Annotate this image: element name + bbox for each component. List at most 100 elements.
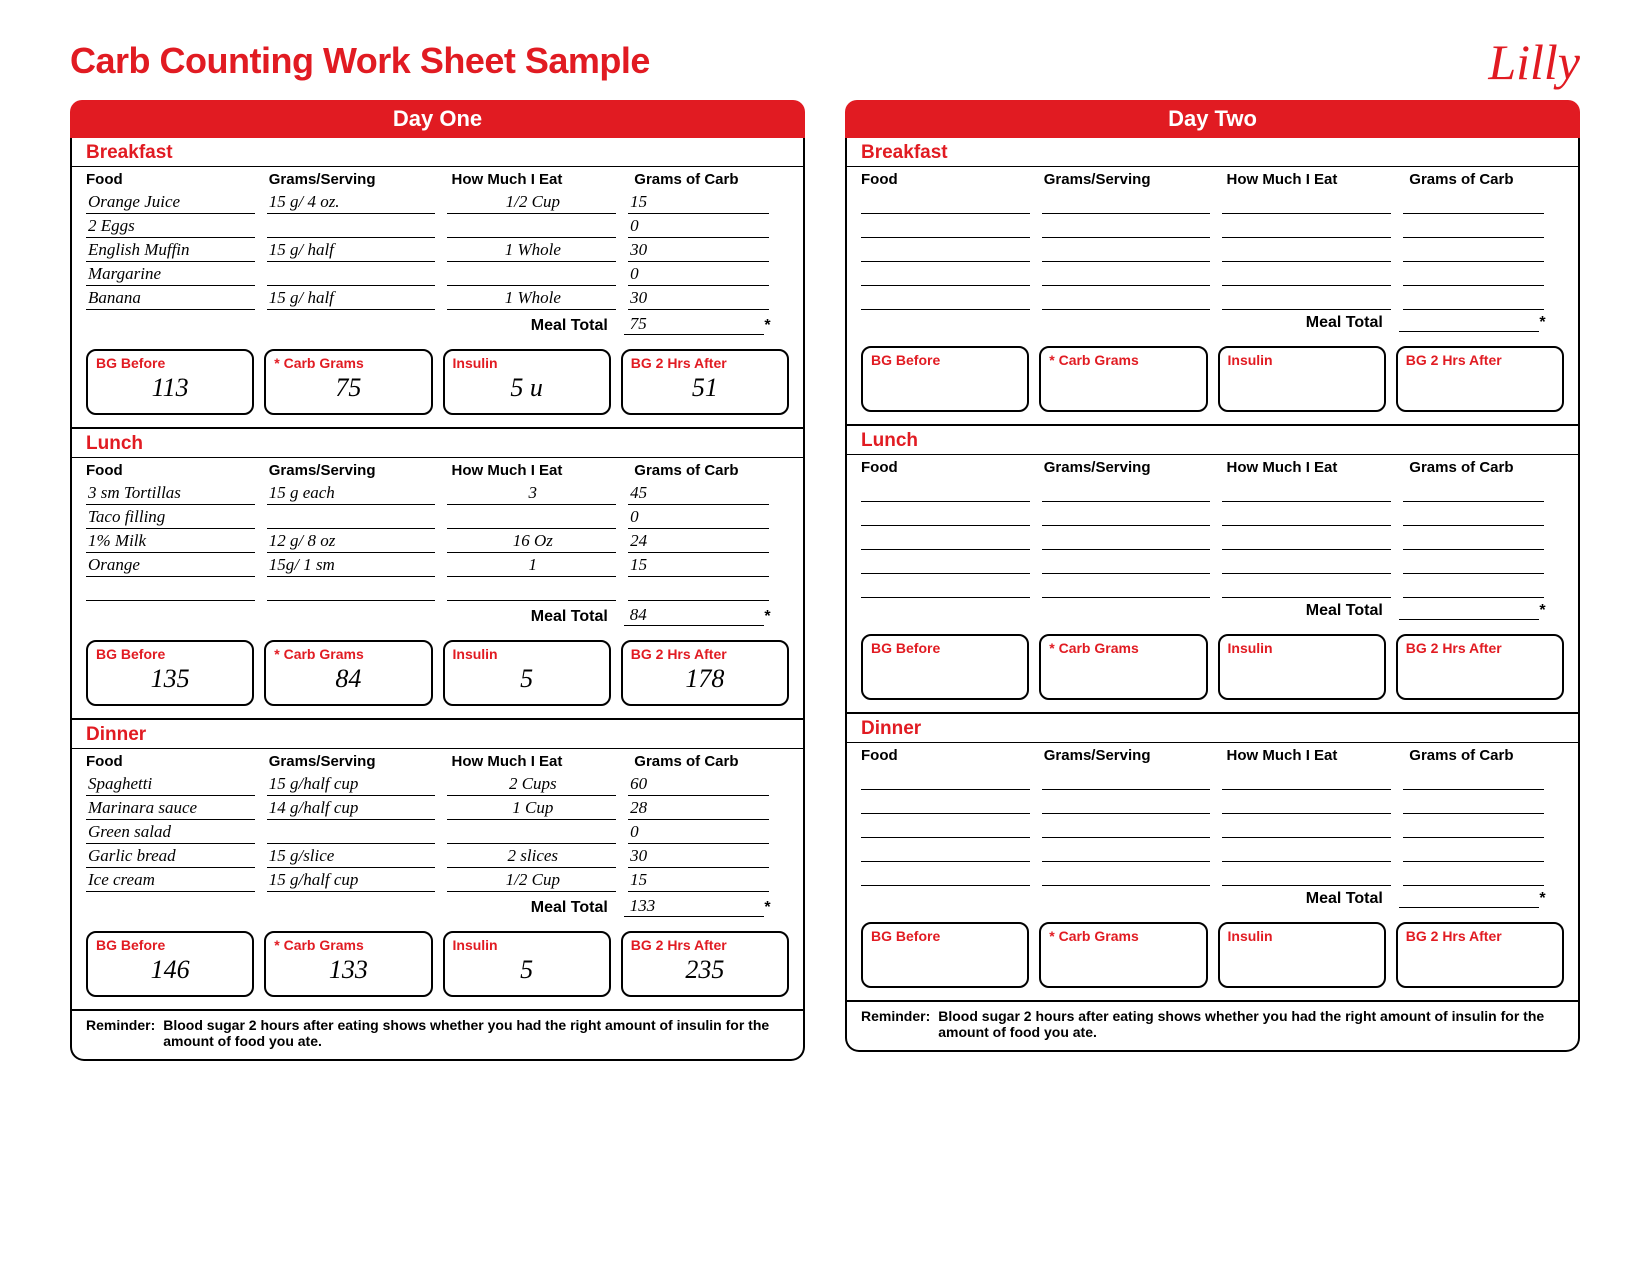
food-row: Margarine 0 [86, 264, 789, 286]
col-howmuch: How Much I Eat [1227, 171, 1410, 188]
metric-box-bg-after: BG 2 Hrs After [1396, 922, 1564, 988]
carbs-cell [1403, 768, 1544, 790]
meal-total-row: Meal Total * [861, 602, 1564, 620]
carbs-cell [1403, 816, 1544, 838]
col-food: Food [861, 747, 1044, 764]
food-row [861, 576, 1564, 598]
col-howmuch: How Much I Eat [1227, 459, 1410, 476]
metric-label: * Carb Grams [1049, 352, 1197, 368]
day-header: Day One [70, 100, 805, 138]
food-row [861, 264, 1564, 286]
metric-value [1049, 944, 1197, 946]
grams-cell [1042, 288, 1211, 310]
food-cell [861, 264, 1030, 286]
howmuch-cell [447, 822, 616, 844]
reminder-text: Reminder:Blood sugar 2 hours after eatin… [72, 1011, 803, 1059]
col-carbs: Grams of Carb [634, 753, 789, 770]
howmuch-cell: 1 Cup [447, 798, 616, 820]
metric-box-carb-grams: * Carb Grams [1039, 634, 1207, 700]
metric-value [1406, 944, 1554, 946]
metric-box-carb-grams: * Carb Grams 75 [264, 349, 432, 415]
howmuch-cell [1222, 552, 1391, 574]
carbs-cell [1403, 288, 1544, 310]
grams-cell [267, 822, 436, 844]
metric-boxes: BG Before * Carb Grams Insulin BG 2 Hrs … [847, 626, 1578, 712]
col-grams: Grams/Serving [269, 171, 452, 188]
day-body: BreakfastFood Grams/Serving How Much I E… [845, 138, 1580, 1052]
howmuch-cell: 1 Whole [447, 288, 616, 310]
howmuch-cell [1222, 288, 1391, 310]
grams-cell: 15 g/ half [267, 288, 436, 310]
food-row: Orange Juice 15 g/ 4 oz. 1/2 Cup 15 [86, 192, 789, 214]
food-row: 1% Milk 12 g/ 8 oz 16 Oz 24 [86, 531, 789, 553]
howmuch-cell [1222, 528, 1391, 550]
grams-cell: 15g/ 1 sm [267, 555, 436, 577]
howmuch-cell [1222, 792, 1391, 814]
column-headers-row: Food Grams/Serving How Much I Eat Grams … [86, 753, 789, 770]
food-row [861, 216, 1564, 238]
food-row [861, 840, 1564, 862]
reminder-label: Reminder: [861, 1008, 930, 1040]
metric-boxes: BG Before * Carb Grams Insulin BG 2 Hrs … [847, 914, 1578, 1000]
col-carbs: Grams of Carb [634, 171, 789, 188]
food-cell: 1% Milk [86, 531, 255, 553]
metric-value: 113 [96, 371, 244, 403]
metric-value [1228, 368, 1376, 370]
meal-title: Breakfast [72, 138, 803, 167]
col-food: Food [86, 753, 269, 770]
metric-box-insulin: Insulin 5 [443, 640, 611, 706]
carbs-cell: 0 [628, 822, 769, 844]
carbs-cell [1403, 192, 1544, 214]
food-row [861, 552, 1564, 574]
food-cell [861, 288, 1030, 310]
carbs-cell [1403, 552, 1544, 574]
metric-value: 5 u [453, 371, 601, 403]
asterisk: * [764, 317, 785, 335]
food-cell [86, 579, 255, 601]
col-carbs: Grams of Carb [1409, 171, 1564, 188]
food-cell: 2 Eggs [86, 216, 255, 238]
howmuch-cell [1222, 816, 1391, 838]
reminder-text: Reminder:Blood sugar 2 hours after eatin… [847, 1002, 1578, 1050]
day-column: Day OneBreakfast Food Grams/Serving How M… [70, 100, 805, 1061]
food-row: Marinara sauce 14 g/half cup 1 Cup 28 [86, 798, 789, 820]
metric-box-carb-grams: * Carb Grams 84 [264, 640, 432, 706]
grams-cell [1042, 816, 1211, 838]
metric-value [1406, 368, 1554, 370]
food-cell: Marinara sauce [86, 798, 255, 820]
meal-total-row: Meal Total 133 * [86, 896, 789, 917]
metric-box-bg-after: BG 2 Hrs After [1396, 346, 1564, 412]
metric-label: Insulin [453, 646, 601, 662]
metric-value [1228, 944, 1376, 946]
meal-total-value: 133 [624, 896, 765, 917]
grams-cell [267, 579, 436, 601]
carbs-cell: 15 [628, 555, 769, 577]
metric-boxes: BG Before 146* Carb Grams 133Insulin 5BG… [72, 923, 803, 1009]
col-howmuch: How Much I Eat [452, 171, 635, 188]
food-cell [861, 576, 1030, 598]
howmuch-cell: 1 [447, 555, 616, 577]
column-headers-row: Food Grams/Serving How Much I Eat Grams … [86, 462, 789, 479]
howmuch-cell [1222, 264, 1391, 286]
food-cell [861, 216, 1030, 238]
carbs-cell [1403, 864, 1544, 886]
food-row [861, 240, 1564, 262]
metric-value [1049, 656, 1197, 658]
howmuch-cell [1222, 504, 1391, 526]
metric-value: 5 [453, 662, 601, 694]
metric-box-insulin: Insulin [1218, 922, 1386, 988]
asterisk: * [764, 899, 785, 917]
metric-value [1406, 656, 1554, 658]
food-table: Food Grams/Serving How Much I Eat Grams … [847, 167, 1578, 338]
col-grams: Grams/Serving [1044, 459, 1227, 476]
food-table: Food Grams/Serving How Much I Eat Grams … [72, 749, 803, 923]
asterisk: * [764, 608, 785, 626]
metric-label: BG 2 Hrs After [1406, 352, 1554, 368]
column-headers-row: Food Grams/Serving How Much I Eat Grams … [861, 171, 1564, 188]
col-carbs: Grams of Carb [1409, 459, 1564, 476]
page-title: Carb Counting Work Sheet Sample [70, 40, 650, 82]
metric-value: 178 [631, 662, 779, 694]
carbs-cell [1403, 240, 1544, 262]
grams-cell: 15 g/slice [267, 846, 436, 868]
metric-box-insulin: Insulin [1218, 346, 1386, 412]
